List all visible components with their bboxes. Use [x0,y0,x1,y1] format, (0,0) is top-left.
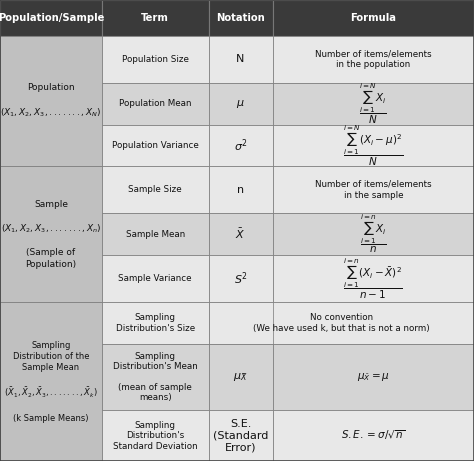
Text: $\dfrac{\sum_{i=1}^{i=N}(X_i - \mu)^2}{N}$: $\dfrac{\sum_{i=1}^{i=N}(X_i - \mu)^2}{N… [343,123,403,168]
Bar [209,124,273,166]
Text: Population Variance: Population Variance [112,141,199,150]
Text: Sample Variance: Sample Variance [118,274,192,283]
Bar [0,36,102,166]
Bar [102,255,209,302]
Text: Population

$(X_1, X_2, X_3, ......., X_N)$: Population $(X_1, X_2, X_3, ......., X_N… [0,83,101,118]
Text: Formula: Formula [350,13,396,23]
Text: Term: Term [141,13,169,23]
Text: No convention
(We have used k, but that is not a norm): No convention (We have used k, but that … [253,313,429,333]
Text: N: N [237,54,245,65]
Text: $\dfrac{\sum_{i=1}^{i=n}(X_i - \bar{X})^2}{n-1}$: $\dfrac{\sum_{i=1}^{i=n}(X_i - \bar{X})^… [343,256,403,301]
Bar [273,344,474,410]
Bar [209,166,273,213]
Bar [273,213,474,255]
Bar [273,124,474,166]
Text: $\dfrac{\sum_{i=1}^{i=n} X_i}{n}$: $\dfrac{\sum_{i=1}^{i=n} X_i}{n}$ [360,213,387,255]
Text: Population Mean: Population Mean [119,100,191,108]
Bar [209,255,273,302]
Text: n: n [237,185,244,195]
Text: Sample

$(X_1, X_2, X_3, ......., X_n)$

(Sample of
Population): Sample $(X_1, X_2, X_3, ......., X_n)$ (… [0,200,101,269]
Text: Population/Sample: Population/Sample [0,13,104,23]
Text: Number of items/elements
in the sample: Number of items/elements in the sample [315,180,432,200]
Bar [102,302,209,344]
Text: S.E.
(Standard
Error): S.E. (Standard Error) [213,419,268,453]
Text: $\dfrac{\sum_{i=1}^{i=N} X_i}{N}$: $\dfrac{\sum_{i=1}^{i=N} X_i}{N}$ [359,82,387,126]
Bar [102,36,209,83]
Text: $\mu_{\bar{X}}$: $\mu_{\bar{X}}$ [233,371,248,383]
Bar [209,410,273,461]
Bar [102,213,209,255]
Bar [209,83,273,124]
Bar [273,166,474,213]
Text: Sampling
Distribution's Mean

(mean of sample
means): Sampling Distribution's Mean (mean of sa… [113,352,198,402]
Text: $\mu$: $\mu$ [236,98,245,110]
Bar [273,410,474,461]
Bar [209,36,273,83]
Text: Notation: Notation [216,13,265,23]
Bar [209,344,273,410]
Text: Population Size: Population Size [122,55,189,64]
Text: $\sigma^2$: $\sigma^2$ [234,137,247,154]
Bar [273,255,474,302]
Bar [273,36,474,83]
Text: Sampling
Distribution's Size: Sampling Distribution's Size [116,313,195,333]
Text: $\mu_{\bar{X}} = \mu$: $\mu_{\bar{X}} = \mu$ [357,371,390,383]
Bar [209,0,273,36]
Bar [102,344,209,410]
Text: Sample Size: Sample Size [128,185,182,195]
Bar [209,302,474,344]
Text: $S.E. = \sigma/\sqrt{n}$: $S.E. = \sigma/\sqrt{n}$ [341,429,405,443]
Bar [273,83,474,124]
Bar [209,213,273,255]
Bar [102,410,209,461]
Bar [209,302,273,344]
Bar [102,83,209,124]
Bar [0,302,102,461]
Bar [102,0,209,36]
Bar [0,166,102,302]
Text: Sample Mean: Sample Mean [126,230,185,239]
Text: Sampling
Distribution's
Standard Deviation: Sampling Distribution's Standard Deviati… [113,421,198,450]
Bar [102,124,209,166]
Text: $\bar{X}$: $\bar{X}$ [236,227,246,242]
Text: Sampling
Distribution of the
Sample Mean

$(\bar{X}_1, \bar{X}_2, \bar{X}_3, ...: Sampling Distribution of the Sample Mean… [4,341,98,423]
Bar [273,0,474,36]
Text: Number of items/elements
in the population: Number of items/elements in the populati… [315,49,432,69]
Text: $S^2$: $S^2$ [234,271,247,287]
Bar [0,0,102,36]
Bar [102,166,209,213]
